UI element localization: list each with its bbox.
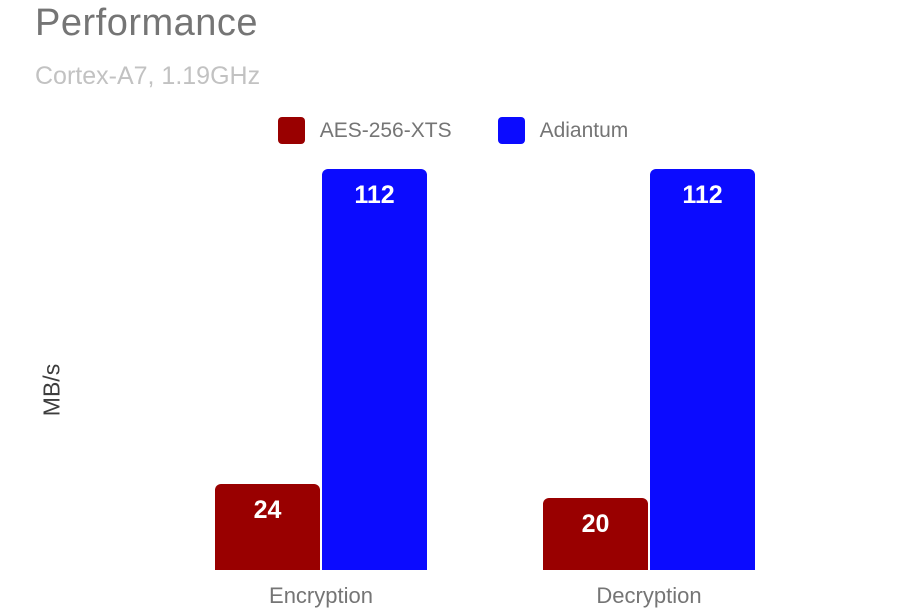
- legend-swatch-icon: [497, 117, 525, 144]
- bar-aes-256-xts-decryption: 20: [543, 498, 648, 570]
- category-label: Encryption: [269, 583, 373, 608]
- bar-value-label: 112: [682, 181, 723, 209]
- legend-item: AES-256-XTS: [277, 117, 452, 144]
- bar-value-label: 24: [253, 496, 282, 524]
- chart-title: Performance: [35, 2, 259, 44]
- bar-adiantum-encryption: 112: [322, 169, 427, 570]
- legend-item: Adiantum: [497, 117, 629, 144]
- chart-subtitle: Cortex-A7, 1.19GHz: [35, 62, 261, 90]
- bar-value-label: 20: [581, 510, 610, 538]
- legend-label: Adiantum: [539, 118, 629, 142]
- chart-legend: AES-256-XTS Adiantum: [0, 117, 906, 144]
- y-axis-label: MB/s: [38, 363, 65, 417]
- category-label: Decryption: [596, 583, 702, 608]
- bar-value-label: 112: [354, 181, 395, 209]
- bar-adiantum-decryption: 112: [650, 169, 755, 570]
- bar-aes-256-xts-encryption: 24: [215, 484, 320, 570]
- legend-label: AES-256-XTS: [319, 118, 452, 142]
- legend-swatch-icon: [277, 117, 305, 144]
